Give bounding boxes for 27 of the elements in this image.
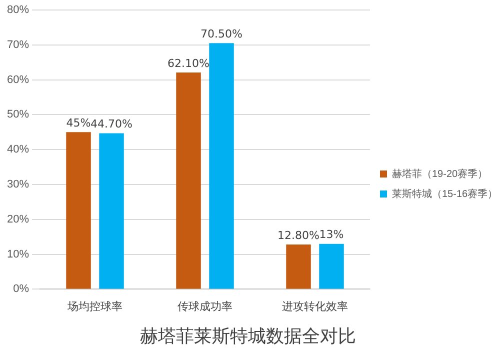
y-tick-label: 0% <box>13 283 30 296</box>
legend-label: 赫塔菲（19-20赛季） <box>392 168 488 180</box>
y-tick-label: 40% <box>6 144 30 156</box>
y-tick-label: 70% <box>6 38 30 51</box>
data-label: 45% <box>66 116 91 130</box>
y-tick-label: 10% <box>6 248 30 260</box>
x-tick-label: 进攻转化效率 <box>282 300 348 313</box>
data-label: 12.80% <box>278 228 320 242</box>
legend-label: 莱斯特城（15-16赛季） <box>392 188 498 200</box>
bar <box>66 132 91 289</box>
bar <box>176 72 201 289</box>
bar <box>286 244 311 289</box>
bar <box>319 244 344 289</box>
y-tick-label: 80% <box>6 4 30 16</box>
text: 赫塔菲莱斯特城数据全对比 <box>140 326 356 347</box>
x-tick-label: 场均控球率 <box>66 300 123 313</box>
data-label: 70.50% <box>200 28 242 41</box>
y-tick-label: 30% <box>6 178 30 191</box>
y-tick-label: 60% <box>6 74 30 86</box>
x-tick-label: 传球成功率 <box>178 300 233 313</box>
y-tick-label: 20% <box>6 213 30 226</box>
bar <box>209 43 234 289</box>
data-label: 62.10% <box>168 56 210 70</box>
y-tick-label: 50% <box>6 108 30 121</box>
data-label: 13% <box>319 228 344 242</box>
bar <box>99 133 124 289</box>
data-label: 44.70% <box>90 118 132 131</box>
